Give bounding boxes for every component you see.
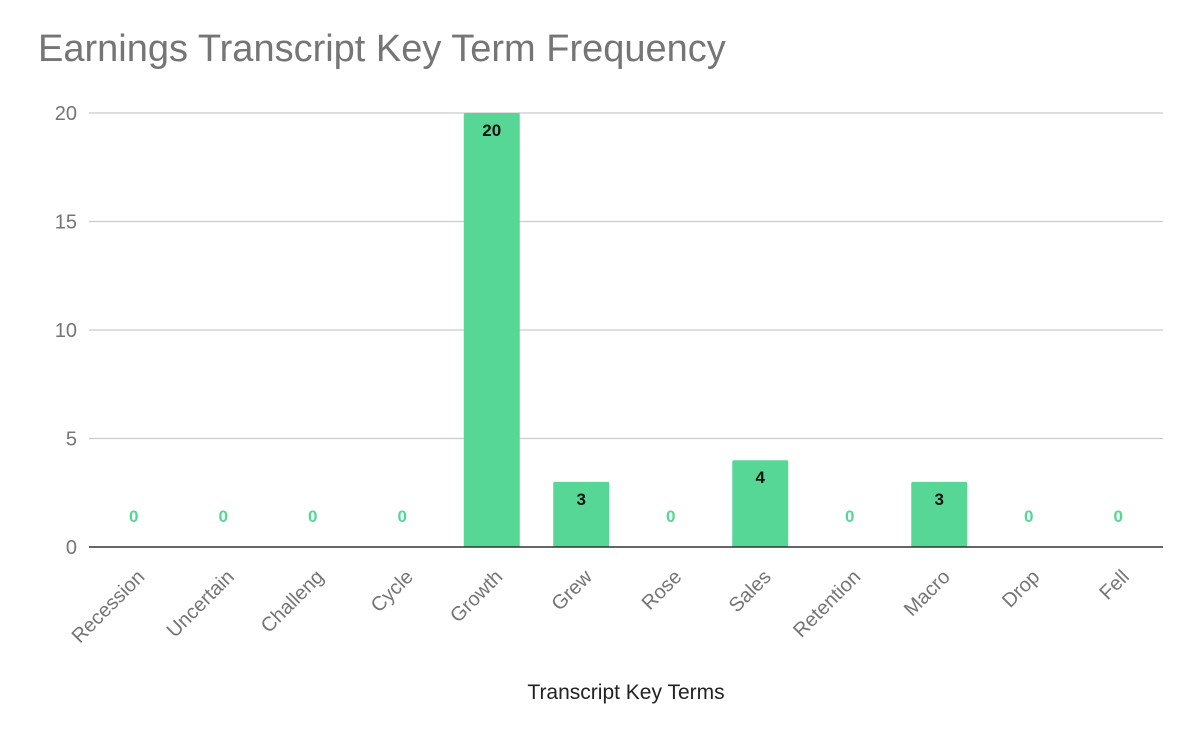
data-label: 0 bbox=[666, 507, 675, 526]
x-tick-label: Rose bbox=[638, 566, 687, 615]
x-tick-label: Uncertain bbox=[163, 566, 239, 642]
data-label: 0 bbox=[398, 507, 407, 526]
data-label: 0 bbox=[219, 507, 228, 526]
data-labels: 0 0 0 0 20 3 0 4 0 3 0 0 bbox=[129, 121, 1123, 526]
data-label: 20 bbox=[482, 121, 501, 140]
x-tick-label: Growth bbox=[446, 566, 507, 627]
data-label: 0 bbox=[308, 507, 317, 526]
y-tick-label: 5 bbox=[66, 429, 77, 451]
y-tick-label: 20 bbox=[55, 103, 77, 125]
bars bbox=[463, 113, 968, 547]
bar bbox=[732, 460, 789, 547]
x-axis-title: Transcript Key Terms bbox=[527, 681, 724, 704]
data-label: 3 bbox=[935, 490, 944, 509]
data-label: 0 bbox=[129, 507, 138, 526]
x-tick-label: Challeng bbox=[257, 566, 328, 637]
data-label: 0 bbox=[1024, 507, 1033, 526]
x-tick-label: Macro bbox=[900, 566, 955, 621]
x-tick-label: Grew bbox=[547, 566, 597, 616]
x-tick-label: Sales bbox=[725, 566, 776, 617]
bar bbox=[553, 481, 610, 547]
data-label: 0 bbox=[1114, 507, 1123, 526]
x-tick-label: Fell bbox=[1095, 566, 1133, 604]
bar bbox=[463, 113, 520, 547]
x-tick-label: Drop bbox=[998, 566, 1044, 612]
x-tick-label: Cycle bbox=[367, 566, 418, 617]
data-label: 3 bbox=[577, 490, 586, 509]
y-tick-label: 0 bbox=[66, 537, 77, 559]
y-tick-label: 15 bbox=[55, 212, 77, 234]
x-tick-label: Recession bbox=[68, 566, 150, 648]
y-tick-label: 10 bbox=[55, 320, 77, 342]
axes: 0 5 10 15 20 Recession Uncertain Challeng Cycle G… bbox=[55, 103, 1163, 648]
chart-title: Earnings Transcript Key Term Frequency bbox=[38, 28, 726, 70]
bar bbox=[911, 481, 968, 547]
data-label: 4 bbox=[756, 468, 766, 487]
x-tick-label: Retention bbox=[789, 566, 865, 642]
gridlines bbox=[89, 112, 1163, 440]
data-label: 0 bbox=[845, 507, 854, 526]
